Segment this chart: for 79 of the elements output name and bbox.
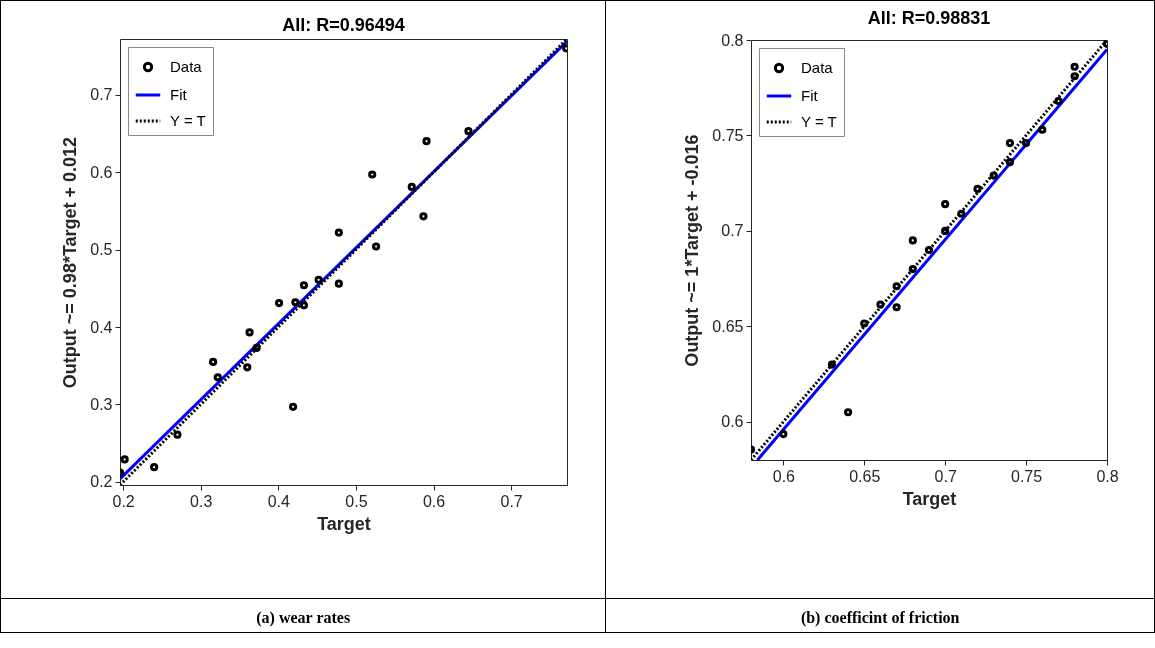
x-tick-label: 0.6 <box>773 467 796 485</box>
point <box>407 182 416 191</box>
x-tick-label: 0.65 <box>849 467 881 485</box>
point <box>464 127 473 136</box>
y-tick-label: 0.7 <box>90 86 113 104</box>
point <box>173 430 182 439</box>
point <box>844 408 853 417</box>
point <box>1070 62 1080 71</box>
point <box>892 303 902 312</box>
point <box>941 200 950 209</box>
y-tick-label: 0.4 <box>90 318 113 336</box>
point <box>245 328 254 337</box>
point <box>372 242 381 251</box>
point <box>274 298 284 308</box>
point <box>334 279 343 288</box>
point <box>828 360 837 369</box>
text: (b) coefficint of friction <box>605 598 1155 633</box>
x-axis-title: Target <box>903 488 957 509</box>
x-tick-label: 0.7 <box>934 467 958 485</box>
point <box>1006 158 1015 167</box>
point <box>291 298 300 307</box>
y-tick-label: 0.6 <box>721 413 744 431</box>
x-tick-label: 0.7 <box>500 492 523 510</box>
y-tick-label: 0.5 <box>90 241 113 259</box>
point <box>243 363 252 372</box>
legend-label: Fit <box>170 86 188 103</box>
point <box>419 212 428 221</box>
x-tick-label: 0.2 <box>112 492 135 510</box>
point <box>779 429 788 439</box>
legend-label: Data <box>801 59 834 76</box>
point <box>876 300 885 309</box>
point <box>1070 72 1080 81</box>
point <box>368 170 377 179</box>
y-tick-label: 0.6 <box>90 163 113 181</box>
point <box>990 171 999 180</box>
x-tick-label: 0.3 <box>190 492 213 510</box>
point <box>209 357 218 366</box>
legend-label: Data <box>170 58 203 75</box>
point <box>925 245 934 255</box>
y-tick-label: 0.65 <box>712 317 744 335</box>
point <box>973 184 983 194</box>
point <box>252 343 261 353</box>
y-tick-label: 0.7 <box>721 222 744 240</box>
point <box>314 275 323 284</box>
y-tick-label: 0.8 <box>721 31 744 49</box>
x-tick-label: 0.6 <box>422 492 446 510</box>
point <box>1006 138 1015 148</box>
y-tick-label: 0.75 <box>712 126 744 144</box>
point <box>1038 125 1047 134</box>
x-tick-label: 0.8 <box>1096 467 1120 485</box>
legend-label: Fit <box>801 87 819 104</box>
point <box>288 402 298 411</box>
point <box>957 209 966 218</box>
x-tick-label: 0.4 <box>267 492 291 510</box>
point <box>1054 96 1063 106</box>
y-axis-title: Output ~= 0.98*Target + 0.012 <box>60 136 81 389</box>
point <box>299 281 309 290</box>
x-axis-title: Target <box>317 513 371 534</box>
y-tick-label: 0.3 <box>90 395 113 413</box>
x-tick-label: 0.75 <box>1011 467 1043 485</box>
point <box>1022 138 1031 148</box>
point <box>120 455 129 464</box>
point <box>422 137 431 146</box>
text: (a) wear rates <box>0 598 606 633</box>
point <box>150 463 159 472</box>
legend-label: Y = T <box>801 113 838 130</box>
legend-label: Y = T <box>170 112 206 129</box>
point <box>909 264 918 274</box>
y-axis-title: Output ~= 1*Target + -0.016 <box>682 134 703 367</box>
point <box>299 301 309 310</box>
chart-title: All: R=0.96494 <box>282 15 405 35</box>
point <box>213 373 222 382</box>
point <box>334 228 343 237</box>
point <box>909 236 918 245</box>
x-tick-label: 0.5 <box>345 492 368 510</box>
point <box>941 226 950 236</box>
chart-title: All: R=0.98831 <box>868 8 991 28</box>
point <box>860 319 869 328</box>
point <box>892 282 902 291</box>
